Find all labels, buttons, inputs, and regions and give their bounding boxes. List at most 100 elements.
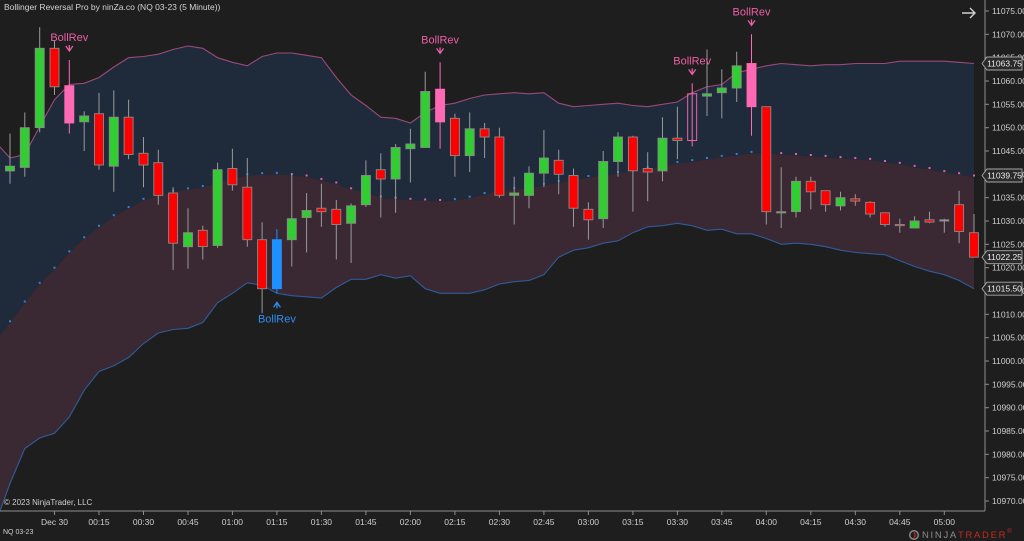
middle-band-dot (587, 175, 590, 177)
sell-signal: BollRev (733, 6, 771, 27)
candle (909, 216, 920, 229)
candle-body (553, 159, 564, 175)
candle (479, 123, 490, 158)
candle-body (494, 136, 505, 196)
time-tick-label: 02:00 (400, 517, 422, 527)
middle-band-dot (112, 214, 115, 217)
time-tick-label: 02:30 (489, 517, 511, 527)
middle-band-dot (839, 156, 842, 159)
middle-band-dot (468, 195, 471, 198)
price-tick-label: 11010.00 (992, 309, 1024, 319)
time-tick-label: 03:00 (578, 517, 600, 527)
price-markers: 11063.75 11039.75 11022.25 11015.50 (981, 56, 1023, 296)
candle-body (153, 162, 164, 196)
middle-band-dot (898, 161, 901, 164)
candle-body (420, 91, 431, 148)
candle (94, 92, 104, 170)
candle-body (212, 169, 223, 246)
candle (108, 90, 119, 192)
time-tick-label: 04:15 (800, 517, 822, 527)
middle-band-dot (720, 154, 723, 157)
candle (79, 111, 90, 151)
logo-registered-mark: ® (1007, 529, 1012, 535)
candle-body (702, 93, 712, 97)
sell-signal: BollRev (421, 34, 460, 55)
candle-body (776, 211, 787, 214)
candle-body (716, 87, 727, 94)
time-tick-label: 00:15 (88, 517, 110, 527)
candle-body (79, 115, 90, 123)
time-tick-label: 02:15 (444, 517, 466, 527)
time-tick-label: 00:30 (133, 517, 155, 527)
time-axis[interactable]: Dec 30 00:15 00:30 00:45 01:00 01:15 01:30 01:4… (0, 511, 985, 528)
candle (153, 149, 164, 205)
candle (405, 128, 416, 183)
candle (642, 152, 653, 202)
candle-body (435, 88, 446, 123)
middle-band-dot (261, 172, 264, 175)
candle (286, 173, 297, 267)
sell-signal: BollRev (673, 55, 712, 76)
price-marker: 11015.50 (981, 281, 1023, 296)
candle (34, 27, 45, 133)
candle-body (598, 161, 609, 220)
arrow-right-icon (962, 7, 976, 19)
candle (865, 201, 876, 218)
candle-body (227, 168, 238, 186)
lower-band-fill (0, 153, 974, 511)
candle (850, 194, 861, 206)
price-tick-label: 11020.00 (992, 263, 1024, 273)
instrument-tab[interactable]: NQ 03-23 (3, 529, 34, 536)
candle-body (746, 63, 757, 108)
price-tick-label: 10990.00 (992, 403, 1024, 413)
plot-area[interactable]: BollRev BollRev BollRev BollRev BollRev (0, 6, 979, 524)
candle (168, 187, 179, 270)
candle (435, 62, 446, 149)
time-tick-label: 04:30 (845, 517, 867, 527)
lower-band-line (0, 222, 975, 511)
candle-body (64, 85, 75, 124)
middle-band-dot (142, 197, 145, 200)
price-marker-box (981, 281, 1023, 296)
candle-body (924, 219, 935, 223)
candle (138, 137, 149, 188)
middle-band-dot (439, 199, 442, 201)
candle (301, 193, 312, 253)
candle (598, 151, 609, 228)
price-tick-label: 11060.00 (992, 76, 1024, 86)
scroll-to-end-button[interactable] (960, 5, 978, 21)
candle (969, 214, 979, 258)
candle (375, 153, 386, 218)
candle-body (108, 116, 119, 167)
candle (894, 218, 905, 233)
candle (880, 212, 890, 227)
candle-body (687, 93, 698, 141)
time-tick-label: 03:15 (622, 517, 644, 527)
candle (702, 49, 712, 116)
candle-body (613, 136, 623, 162)
price-tick-label: 10970.00 (992, 496, 1024, 506)
candle (257, 222, 268, 314)
candle-body (5, 165, 15, 172)
candle-body (820, 190, 831, 206)
candle (746, 34, 757, 136)
candle (954, 190, 965, 244)
middle-band-dot (350, 187, 353, 190)
candle (672, 106, 683, 160)
candle (805, 176, 816, 210)
candle-body (405, 143, 416, 150)
candle-body (672, 137, 683, 141)
candle (568, 168, 579, 227)
candle-body (94, 113, 104, 166)
middle-band-dot (68, 250, 71, 253)
candle (212, 162, 223, 248)
candle-body (242, 186, 253, 241)
time-tick-label: 01:00 (222, 517, 244, 527)
middle-band-dot (320, 178, 323, 180)
candle (835, 191, 846, 211)
candle (939, 218, 950, 233)
chart-title: Bollinger Reversal Pro by ninZa.co (NQ 0… (4, 2, 221, 12)
middle-band-dot (795, 153, 797, 155)
middle-band-dot (780, 152, 783, 155)
